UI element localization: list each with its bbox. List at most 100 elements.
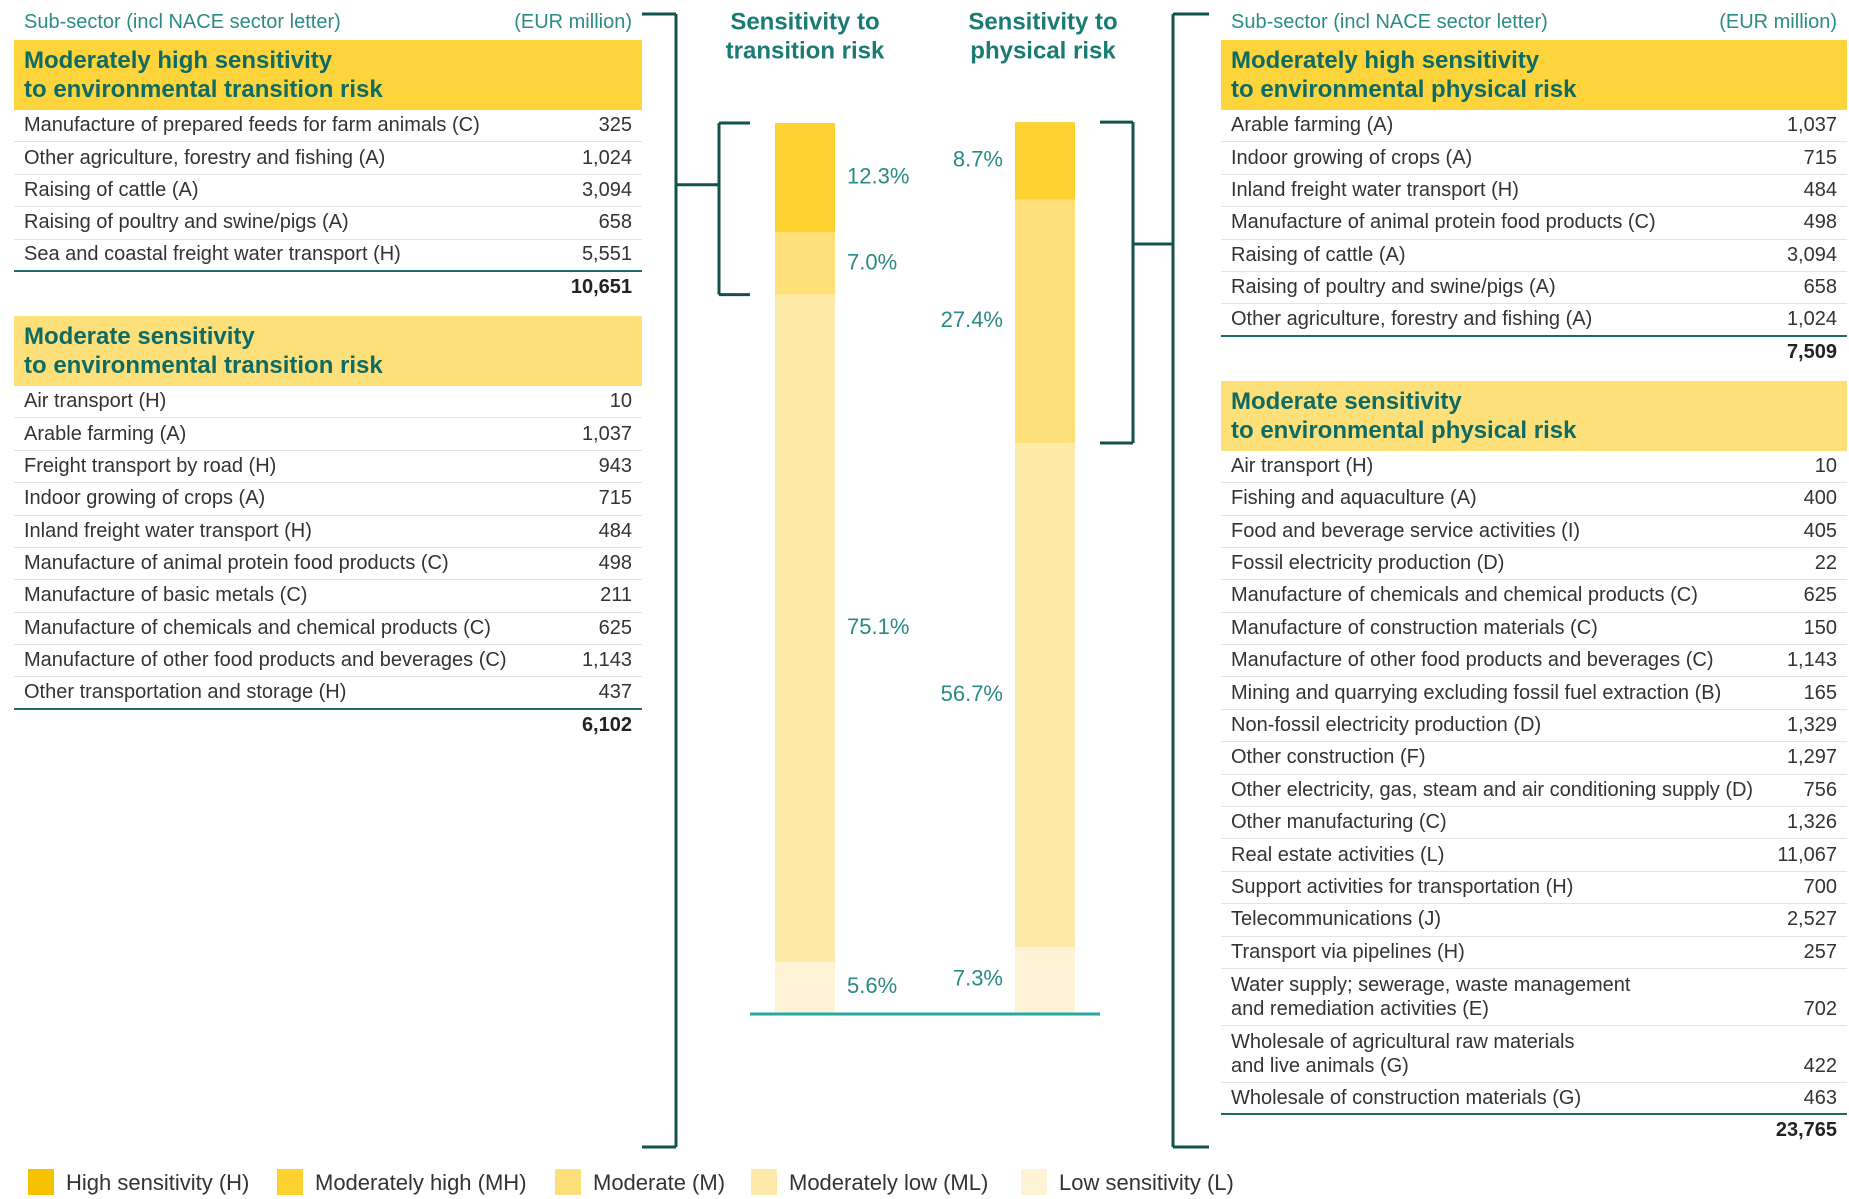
table-row: Inland freight water transport (H) 484 (1221, 175, 1847, 208)
value-label: 7.3% (953, 965, 1003, 990)
table-row: Manufacture of construction materials (C… (1221, 613, 1847, 646)
row-name: Wholesale of construction materials (G) (1231, 1086, 1582, 1109)
legend-swatch (751, 1169, 777, 1195)
table-row: Freight transport by road (H) 943 (14, 451, 642, 484)
row-name: Raising of poultry and swine/pigs (A) (1231, 276, 1556, 299)
row-value: 10 (1814, 454, 1837, 477)
row-value: 211 (600, 584, 632, 607)
row-name: Fishing and aquaculture (A) (1231, 487, 1477, 510)
bar-segment (775, 232, 835, 295)
row-name: Manufacture of basic metals (C) (24, 584, 308, 607)
legend-swatch (555, 1169, 581, 1195)
table-row: Support activities for transportation (H… (1221, 872, 1847, 905)
table-row: Fishing and aquaculture (A) 400 (1221, 483, 1847, 516)
group-title-line: Moderate sensitivity (24, 322, 255, 350)
group-title-line: to environmental transition risk (24, 76, 383, 103)
legend-label: High sensitivity (H) (66, 1170, 249, 1195)
group-header: Moderately high sensitivity to environmen… (1221, 40, 1847, 110)
row-value: 1,329 (1786, 714, 1837, 737)
row-name: Other construction (F) (1231, 746, 1426, 769)
row-value: 422 (1803, 1054, 1837, 1077)
table-row: Mining and quarrying excluding fossil fu… (1221, 677, 1847, 710)
bar-segment (1015, 947, 1075, 1012)
row-value: 5,551 (581, 243, 632, 266)
bar-title: transition risk (726, 37, 885, 64)
legend-label: Moderate (M) (593, 1170, 725, 1195)
row-name: Manufacture of animal protein food produ… (1231, 211, 1656, 234)
table-header: Sub-sector (incl NACE sector letter) (EUR… (1221, 4, 1847, 40)
bar-segment (1015, 199, 1075, 444)
table-row: Air transport (H) 10 (14, 386, 642, 419)
row-name: Mining and quarrying excluding fossil fu… (1231, 681, 1722, 704)
group-header: Moderate sensitivity to environmental phy… (1221, 380, 1847, 451)
row-value: 484 (598, 519, 632, 542)
group-total: 7,509 (1786, 340, 1837, 363)
table-row: Sea and coastal freight water transport … (14, 240, 642, 272)
table-row: Wholesale of agricultural raw materials a… (1221, 1026, 1847, 1083)
value-label: 5.6% (847, 973, 897, 998)
row-name: Telecommunications (J) (1231, 908, 1442, 931)
row-name: Other agriculture, forestry and fishing … (1231, 308, 1593, 331)
row-name: Non-fossil electricity production (D) (1231, 714, 1542, 737)
row-name: Raising of poultry and swine/pigs (A) (24, 211, 349, 234)
row-value: 1,037 (581, 422, 632, 445)
header-cell: (EUR million) (1719, 10, 1837, 33)
table-row: Water supply; sewerage, waste management… (1221, 969, 1847, 1026)
bar-title: Sensitivity to (730, 8, 879, 35)
row-name: Other agriculture, forestry and fishing … (24, 146, 386, 169)
value-label: 56.7% (941, 681, 1003, 706)
group-title-line: to environmental transition risk (24, 351, 383, 379)
table-row: Indoor growing of crops (A) 715 (1221, 142, 1847, 175)
table-row: Manufacture of other food products and b… (1221, 645, 1847, 678)
row-name: Manufacture of other food products and b… (24, 649, 507, 672)
row-name: Manufacture of prepared feeds for farm a… (24, 114, 480, 137)
table-row: Transport via pipelines (H) 257 (1221, 937, 1847, 969)
row-name: Raising of cattle (A) (1231, 243, 1406, 266)
value-label: 8.7% (953, 147, 1003, 172)
row-value: 658 (598, 211, 632, 234)
row-name: Other electricity, gas, steam and air co… (1231, 778, 1754, 801)
legend-swatch (1021, 1169, 1047, 1195)
row-name: Manufacture of animal protein food produ… (24, 552, 449, 575)
table-row: Non-fossil electricity production (D) 1,3… (1221, 710, 1847, 743)
legend-label: Low sensitivity (L) (1059, 1170, 1234, 1195)
table-row: Air transport (H) 10 (1221, 451, 1847, 484)
legend-label: Moderately high (MH) (315, 1170, 527, 1195)
row-name: Food and beverage service activities (I) (1231, 519, 1581, 542)
table-row: Fossil electricity production (D) 22 (1221, 548, 1847, 581)
row-name-line: Water supply; sewerage, waste management (1231, 973, 1631, 996)
group-header: Moderately high sensitivity to environmen… (14, 40, 642, 110)
row-value: 1,024 (1786, 308, 1837, 331)
table-row: Arable farming (A) 1,037 (1221, 110, 1847, 143)
row-name: Air transport (H) (1231, 454, 1374, 477)
bar-segment (1015, 443, 1075, 948)
row-name-line: and live animals (G) (1231, 1054, 1409, 1077)
table-row: Real estate activities (L) 11,067 (1221, 839, 1847, 872)
table-row: Telecommunications (J) 2,527 (1221, 904, 1847, 937)
table-row: Raising of poultry and swine/pigs (A) 658 (1221, 272, 1847, 305)
row-value: 1,024 (581, 146, 632, 169)
group-total: 6,102 (581, 713, 632, 736)
table-row: Manufacture of other food products and b… (14, 645, 642, 678)
table-row: Other manufacturing (C) 1,326 (1221, 807, 1847, 840)
row-value: 943 (598, 454, 632, 477)
bar-segment (1015, 122, 1075, 200)
table-row: Other electricity, gas, steam and air co… (1221, 775, 1847, 808)
row-value: 1,297 (1786, 746, 1837, 769)
row-value: 10 (609, 390, 632, 413)
header-cell: (EUR million) (514, 10, 632, 33)
table-header: Sub-sector (incl NACE sector letter) (EUR… (14, 4, 642, 40)
row-value: 325 (598, 114, 632, 137)
table-row: Inland freight water transport (H) 484 (14, 516, 642, 548)
row-value: 700 (1803, 876, 1837, 898)
row-name: Manufacture of other food products and b… (1231, 649, 1714, 672)
group-title-line: Moderate sensitivity (1231, 387, 1462, 415)
table-row: Other construction (F) 1,297 (1221, 742, 1847, 775)
bar-segment (775, 294, 835, 963)
table-row: Manufacture of chemicals and chemical pr… (1221, 580, 1847, 613)
row-name-line: Wholesale of agricultural raw materials (1231, 1030, 1575, 1053)
row-value: 625 (598, 616, 632, 639)
group-header: Moderate sensitivity to environmental tra… (14, 315, 642, 386)
row-name: Manufacture of chemicals and chemical pr… (1231, 584, 1698, 607)
table-row: Arable farming (A) 1,037 (14, 418, 642, 451)
